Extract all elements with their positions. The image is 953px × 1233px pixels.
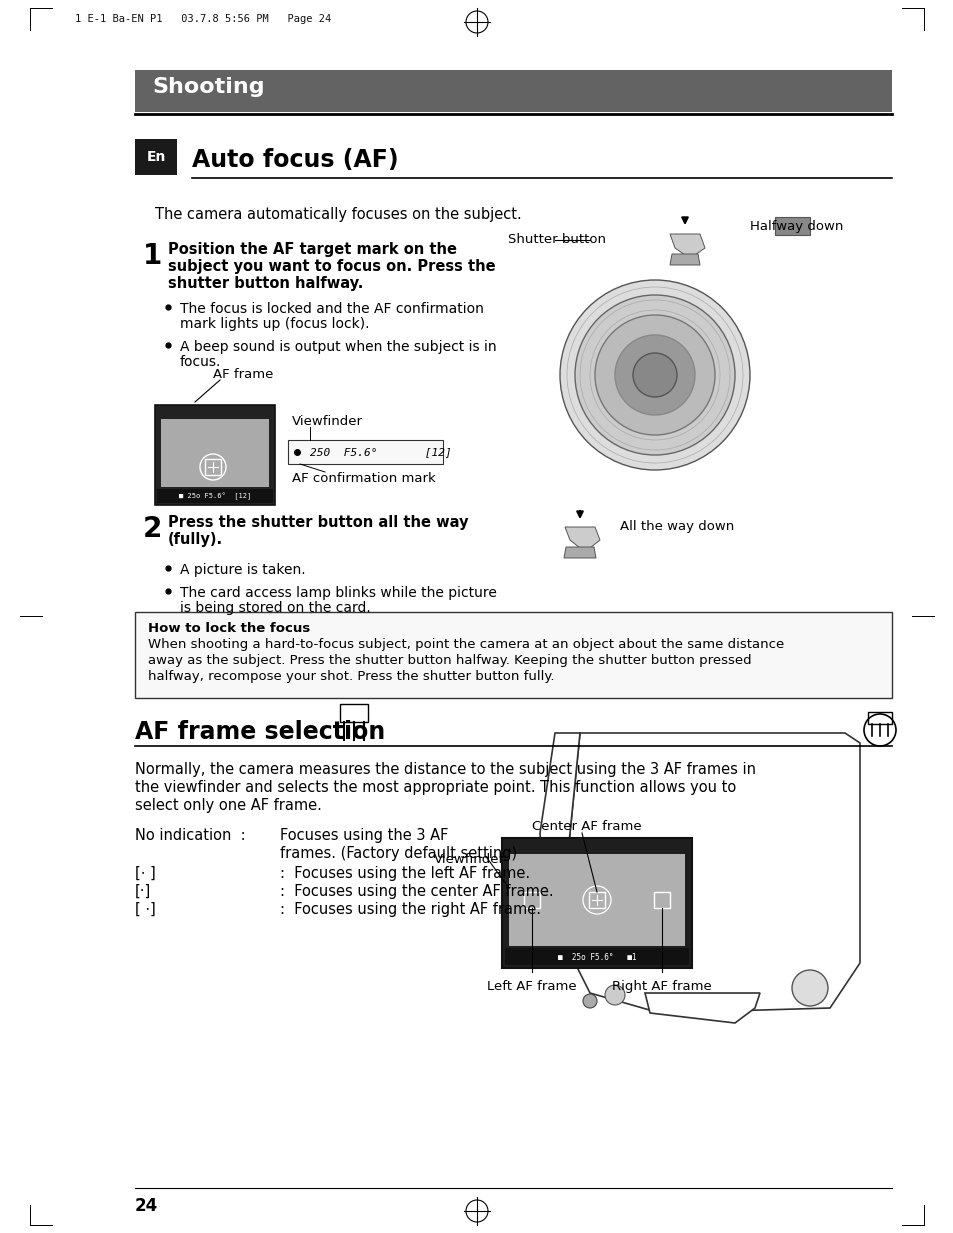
Text: 1: 1 bbox=[143, 242, 162, 270]
Polygon shape bbox=[563, 547, 596, 559]
Circle shape bbox=[604, 985, 624, 1005]
Text: Halfway down: Halfway down bbox=[749, 219, 842, 233]
Bar bbox=[523, 891, 539, 907]
Text: Left AF frame: Left AF frame bbox=[487, 980, 577, 993]
Text: frames. (Factory default setting): frames. (Factory default setting) bbox=[280, 846, 517, 861]
Text: 2: 2 bbox=[143, 515, 162, 543]
Text: is being stored on the card.: is being stored on the card. bbox=[180, 600, 371, 615]
Text: AF frame selection: AF frame selection bbox=[135, 720, 385, 743]
Text: The camera automatically focuses on the subject.: The camera automatically focuses on the … bbox=[154, 207, 521, 222]
Text: How to lock the focus: How to lock the focus bbox=[148, 621, 310, 635]
Text: away as the subject. Press the shutter button halfway. Keeping the shutter butto: away as the subject. Press the shutter b… bbox=[148, 653, 751, 667]
Polygon shape bbox=[539, 732, 579, 933]
Text: [·]: [·] bbox=[135, 884, 152, 899]
Bar bbox=[501, 838, 691, 968]
Bar bbox=[774, 217, 809, 236]
Text: Viewfinder: Viewfinder bbox=[434, 853, 504, 866]
Bar bbox=[135, 612, 891, 698]
Text: No indication  :: No indication : bbox=[135, 829, 245, 843]
Bar bbox=[509, 854, 684, 946]
Text: AF confirmation mark: AF confirmation mark bbox=[292, 472, 436, 485]
Circle shape bbox=[582, 994, 597, 1009]
Text: [⋅ ]: [⋅ ] bbox=[135, 866, 155, 882]
Bar bbox=[504, 948, 688, 965]
Text: En: En bbox=[146, 150, 166, 164]
Bar bbox=[161, 419, 269, 487]
Text: ■  25o F5.6°   ■1: ■ 25o F5.6° ■1 bbox=[558, 953, 636, 962]
Text: :  Focuses using the right AF frame.: : Focuses using the right AF frame. bbox=[280, 903, 540, 917]
Text: The focus is locked and the AF confirmation: The focus is locked and the AF confirmat… bbox=[180, 302, 483, 316]
Polygon shape bbox=[669, 254, 700, 265]
Polygon shape bbox=[644, 993, 760, 1023]
Text: Right AF frame: Right AF frame bbox=[612, 980, 711, 993]
Text: A picture is taken.: A picture is taken. bbox=[180, 563, 305, 577]
Text: mark lights up (focus lock).: mark lights up (focus lock). bbox=[180, 317, 369, 330]
Bar bbox=[588, 891, 604, 907]
Text: select only one AF frame.: select only one AF frame. bbox=[135, 798, 321, 813]
Text: ■ 25o F5.6°  [12]: ■ 25o F5.6° [12] bbox=[178, 492, 251, 499]
Text: Center AF frame: Center AF frame bbox=[532, 820, 641, 834]
Polygon shape bbox=[564, 526, 599, 547]
Text: shutter button halfway.: shutter button halfway. bbox=[168, 276, 363, 291]
Circle shape bbox=[559, 280, 749, 470]
Text: Press the shutter button all the way: Press the shutter button all the way bbox=[168, 515, 468, 530]
Bar bbox=[205, 459, 221, 475]
Text: AF frame: AF frame bbox=[213, 367, 274, 381]
Text: halfway, recompose your shot. Press the shutter button fully.: halfway, recompose your shot. Press the … bbox=[148, 670, 554, 683]
Text: When shooting a hard-to-focus subject, point the camera at an object about the s: When shooting a hard-to-focus subject, p… bbox=[148, 637, 783, 651]
Circle shape bbox=[575, 295, 734, 455]
Text: 250  F5.6°       [12]: 250 F5.6° [12] bbox=[310, 448, 452, 457]
Circle shape bbox=[791, 970, 827, 1006]
Bar bbox=[288, 440, 442, 464]
Text: Normally, the camera measures the distance to the subject using the 3 AF frames : Normally, the camera measures the distan… bbox=[135, 762, 755, 777]
Text: Viewfinder: Viewfinder bbox=[292, 416, 363, 428]
Text: the viewfinder and selects the most appropriate point. This function allows you : the viewfinder and selects the most appr… bbox=[135, 780, 736, 795]
Text: :  Focuses using the left AF frame.: : Focuses using the left AF frame. bbox=[280, 866, 530, 882]
Text: A beep sound is output when the subject is in: A beep sound is output when the subject … bbox=[180, 340, 497, 354]
Bar bbox=[654, 891, 669, 907]
Circle shape bbox=[615, 335, 695, 416]
Polygon shape bbox=[669, 234, 704, 255]
Text: 24: 24 bbox=[135, 1197, 158, 1215]
Bar bbox=[135, 70, 891, 112]
Text: The card access lamp blinks while the picture: The card access lamp blinks while the pi… bbox=[180, 586, 497, 600]
Bar bbox=[157, 490, 273, 503]
Circle shape bbox=[633, 353, 677, 397]
Text: Focuses using the 3 AF: Focuses using the 3 AF bbox=[280, 829, 448, 843]
Text: Shutter button: Shutter button bbox=[507, 233, 605, 247]
Text: subject you want to focus on. Press the: subject you want to focus on. Press the bbox=[168, 259, 496, 274]
Bar bbox=[867, 711, 891, 724]
Text: [ ⋅]: [ ⋅] bbox=[135, 903, 155, 917]
Bar bbox=[154, 404, 274, 506]
Polygon shape bbox=[559, 732, 859, 1014]
Text: Position the AF target mark on the: Position the AF target mark on the bbox=[168, 242, 456, 256]
Text: Auto focus (AF): Auto focus (AF) bbox=[192, 148, 398, 171]
Text: (fully).: (fully). bbox=[168, 531, 223, 547]
Bar bbox=[339, 704, 368, 723]
Circle shape bbox=[595, 314, 714, 435]
Text: All the way down: All the way down bbox=[619, 520, 734, 533]
Text: :  Focuses using the center AF frame.: : Focuses using the center AF frame. bbox=[280, 884, 553, 899]
Text: 1 E-1 Ba-EN P1   03.7.8 5:56 PM   Page 24: 1 E-1 Ba-EN P1 03.7.8 5:56 PM Page 24 bbox=[75, 14, 331, 23]
Text: Shooting: Shooting bbox=[152, 76, 264, 97]
Text: focus.: focus. bbox=[180, 355, 221, 369]
Bar bbox=[135, 139, 177, 175]
